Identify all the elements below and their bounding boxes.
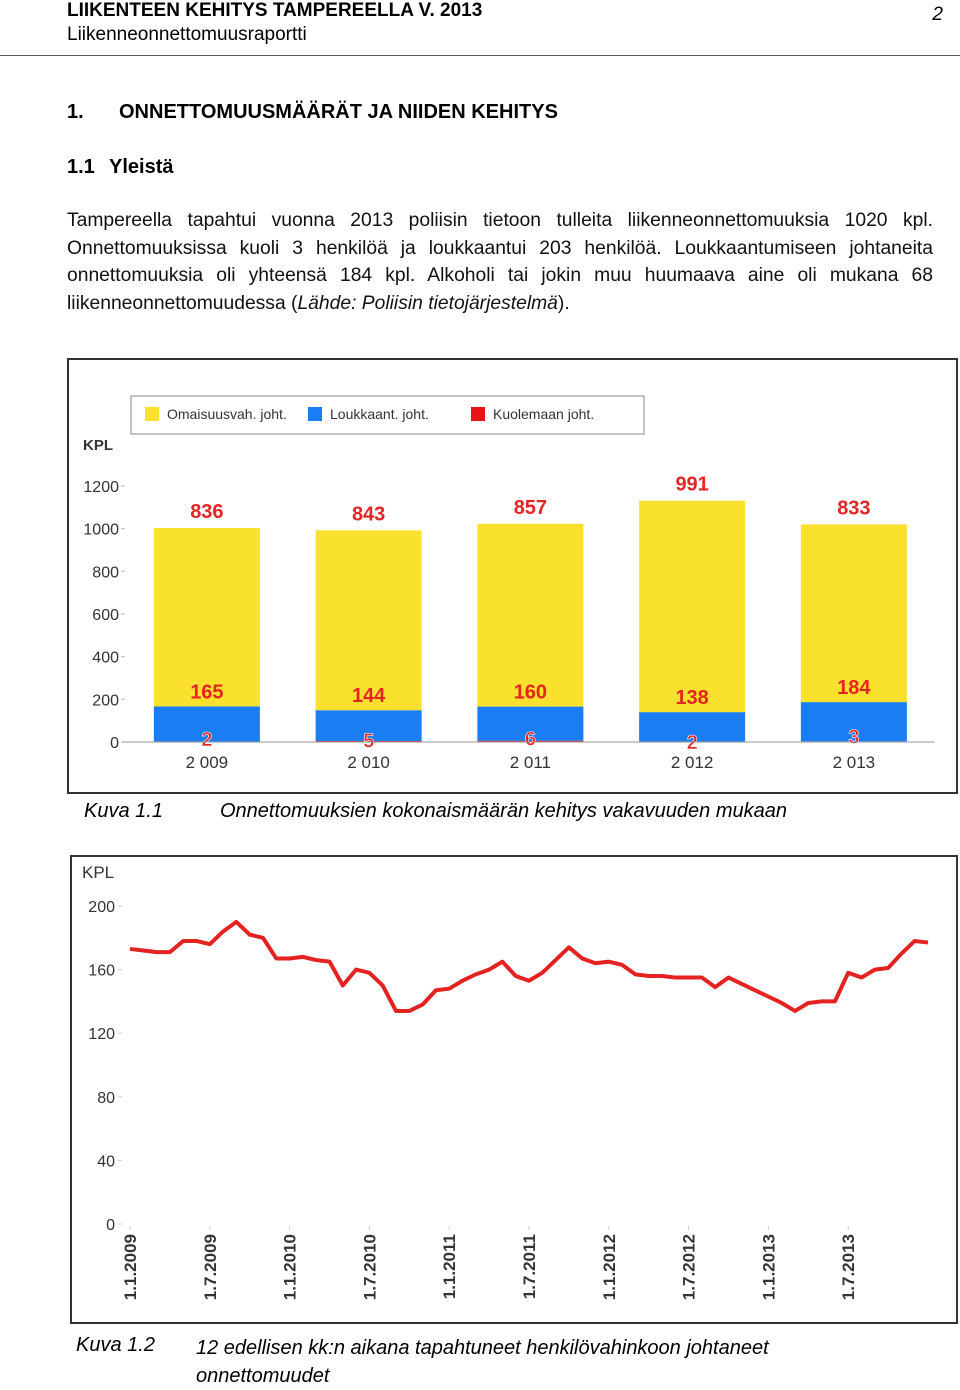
data-label: 991 xyxy=(675,474,708,496)
data-label: 3 xyxy=(848,727,859,749)
x-tick-label: 1.1.2011 xyxy=(440,1234,459,1299)
y-tick-label: 600 xyxy=(92,607,119,624)
x-tick-label: 2 009 xyxy=(186,753,229,772)
y-tick-label: 80 xyxy=(97,1090,115,1107)
header-title: LIIKENTEEN KEHITYS TAMPEREELLA V. 2013 xyxy=(67,0,482,22)
data-label: 160 xyxy=(514,682,547,704)
data-label: 144 xyxy=(352,685,386,707)
subheading-text: Yleistä xyxy=(109,156,173,178)
legend-label: Omaisuusvah. joht. xyxy=(167,406,287,422)
bar-segment xyxy=(477,524,583,707)
x-tick-label: 1.7.2009 xyxy=(201,1234,220,1300)
caption-text: Onnettomuuksien kokonaismäärän kehitys v… xyxy=(220,800,787,822)
paragraph-end: ). xyxy=(558,293,570,314)
heading-number: 1. xyxy=(67,101,119,124)
bar-segment xyxy=(801,524,907,702)
caption-number: Kuva 1.1 xyxy=(84,800,220,823)
data-label: 184 xyxy=(837,677,871,699)
x-tick-label: 1.1.2012 xyxy=(600,1234,619,1300)
bar-segment xyxy=(316,530,422,710)
y-tick-label: 40 xyxy=(97,1153,115,1170)
y-tick-label: 1000 xyxy=(83,522,119,539)
x-tick-label: 1.7.2012 xyxy=(680,1234,699,1300)
bar-segment xyxy=(639,501,745,712)
x-tick-label: 1.7.2011 xyxy=(520,1234,539,1299)
legend-label: Kuolemaan joht. xyxy=(493,406,594,422)
legend-swatch xyxy=(308,407,322,421)
legend-swatch xyxy=(145,407,159,421)
header-subtitle: Liikenneonnettomuusraportti xyxy=(67,24,307,46)
y-axis-label: KPL xyxy=(83,437,113,454)
x-tick-label: 1.7.2010 xyxy=(360,1234,379,1300)
data-label: 836 xyxy=(190,501,223,523)
y-tick-label: 200 xyxy=(88,899,115,916)
page-number: 2 xyxy=(932,4,943,26)
data-label: 2 xyxy=(201,729,212,751)
paragraph: Tampereella tapahtui vuonna 2013 poliisi… xyxy=(67,207,933,317)
caption-text: 12 edellisen kk:n aikana tapahtuneet hen… xyxy=(196,1334,856,1390)
data-label: 843 xyxy=(352,503,385,525)
y-tick-label: 400 xyxy=(92,650,119,667)
x-tick-label: 1.7.2013 xyxy=(839,1234,858,1300)
y-tick-label: 1200 xyxy=(83,479,119,496)
y-tick-label: 0 xyxy=(106,1217,115,1234)
x-tick-label: 2 011 xyxy=(510,753,551,772)
header-rule xyxy=(0,55,960,56)
y-tick-label: 160 xyxy=(88,963,115,980)
x-tick-label: 2 012 xyxy=(671,753,714,772)
y-tick-label: 0 xyxy=(110,735,119,752)
y-tick-label: 800 xyxy=(92,564,119,581)
x-tick-label: 2 010 xyxy=(347,753,390,772)
legend-label: Loukkaant. joht. xyxy=(330,406,429,422)
caption-number: Kuva 1.2 xyxy=(76,1334,196,1357)
data-label: 6 xyxy=(525,729,536,751)
source: Lähde: Poliisin tietojärjestelmä xyxy=(297,293,557,314)
bar-chart: KPL 0 200 400 600 800 1000 1200 Omaisuusvah. joh… xyxy=(67,358,958,794)
heading-text: ONNETTOMUUSMÄÄRÄT JA NIIDEN KEHITYS xyxy=(119,101,558,123)
y-tick-label: 200 xyxy=(92,692,119,709)
bar-segment xyxy=(154,528,260,706)
line-chart: KPL 0 40 80 120 160 200 1.1.2009 1.7.2009 1.1.201… xyxy=(70,855,958,1324)
x-tick-label: 1.1.2013 xyxy=(759,1234,778,1300)
heading: 1.ONNETTOMUUSMÄÄRÄT JA NIIDEN KEHITYS xyxy=(67,101,558,124)
y-axis-label: KPL xyxy=(82,863,114,882)
x-tick-label: 1.1.2010 xyxy=(281,1234,300,1300)
data-label: 833 xyxy=(837,497,870,519)
x-tick-label: 1.1.2009 xyxy=(121,1234,140,1300)
x-tick-label: 2 013 xyxy=(833,753,876,772)
data-label: 2 xyxy=(687,732,698,754)
data-label: 165 xyxy=(190,681,223,703)
legend-swatch xyxy=(471,407,485,421)
data-label: 138 xyxy=(675,687,708,709)
line xyxy=(130,922,928,1011)
y-tick-label: 120 xyxy=(88,1026,115,1043)
data-label: 857 xyxy=(514,497,547,519)
subheading-number: 1.1 xyxy=(67,156,109,179)
